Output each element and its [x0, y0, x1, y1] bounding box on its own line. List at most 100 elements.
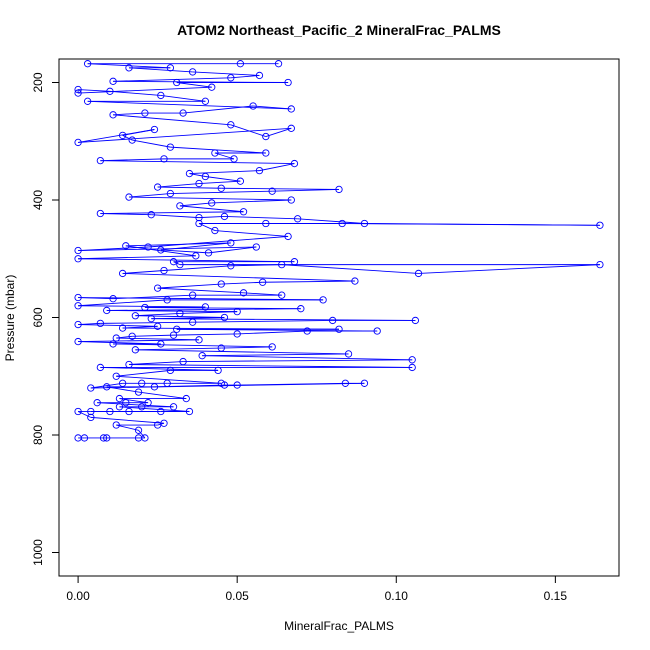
data-point	[141, 303, 149, 312]
series-segment	[262, 280, 355, 283]
series-segment	[90, 382, 123, 389]
data-point	[109, 111, 117, 119]
series-segment	[259, 163, 295, 172]
data-point	[160, 266, 168, 275]
data-point	[122, 399, 130, 407]
data-point	[112, 421, 120, 429]
series-segment	[211, 199, 292, 204]
series-segment	[78, 246, 257, 251]
data-point	[150, 125, 159, 134]
y-axis-label: Pressure (mbar)	[3, 275, 17, 362]
y-axis: 200 400 600 800 1000	[31, 72, 59, 566]
data-point	[173, 325, 181, 333]
series-segment	[90, 416, 165, 424]
data-point	[144, 399, 152, 407]
series-segment	[100, 211, 244, 214]
series-segment	[265, 127, 292, 137]
data-point	[115, 403, 124, 411]
data-point	[131, 312, 140, 320]
data-point	[125, 360, 133, 369]
data-point	[74, 337, 82, 346]
series-segment	[208, 246, 257, 254]
series-segment	[151, 214, 200, 219]
data-point	[195, 336, 203, 344]
data-point	[284, 232, 292, 241]
series-segment	[109, 90, 161, 96]
series-segment	[198, 223, 216, 231]
series-segment	[418, 264, 600, 274]
data-point	[185, 169, 194, 178]
y-tick-label: 200	[31, 72, 45, 92]
series-segment	[119, 398, 149, 404]
data-point	[192, 252, 200, 260]
data-point	[74, 293, 82, 302]
series-points	[74, 60, 604, 442]
series-segment	[78, 339, 200, 343]
series-segment	[170, 146, 266, 154]
data-point	[258, 278, 267, 286]
data-point	[141, 109, 149, 117]
data-point	[408, 363, 416, 372]
data-point	[74, 85, 82, 94]
series-segment	[78, 324, 158, 327]
data-point	[157, 246, 165, 254]
data-point	[252, 243, 260, 251]
series-segment	[157, 283, 222, 289]
data-point	[287, 124, 295, 132]
data-point	[166, 189, 175, 198]
data-point	[160, 419, 168, 427]
series-segment	[135, 347, 222, 351]
data-point	[118, 131, 127, 140]
series-segment	[128, 193, 171, 198]
data-point	[195, 179, 203, 188]
data-point	[328, 316, 337, 325]
data-point	[93, 399, 101, 407]
data-point	[204, 249, 213, 257]
data-point	[87, 407, 95, 416]
data-point	[293, 215, 302, 223]
data-point	[290, 258, 299, 266]
data-point	[103, 434, 111, 442]
data-point	[169, 403, 178, 411]
data-point	[125, 407, 133, 416]
data-point	[153, 284, 162, 292]
data-point	[74, 320, 82, 329]
data-point	[176, 309, 184, 318]
data-point	[182, 394, 190, 403]
series-segment	[230, 124, 266, 137]
data-point	[96, 156, 105, 165]
data-point	[96, 319, 105, 328]
series-segment	[97, 402, 174, 408]
data-point	[262, 132, 270, 141]
series-segment	[77, 411, 92, 418]
plot-area	[74, 60, 604, 442]
x-tick-label: 0.00	[66, 589, 90, 603]
data-point	[115, 394, 124, 403]
data-point	[153, 322, 162, 330]
data-point	[230, 155, 238, 163]
series-segment	[122, 270, 165, 274]
x-axis-label: MineralFrac_PALMS	[284, 619, 394, 633]
series-segment	[364, 223, 600, 226]
data-point	[360, 379, 369, 387]
data-point	[144, 243, 152, 251]
data-point	[157, 407, 165, 416]
data-point	[227, 121, 235, 129]
series-segment	[128, 364, 413, 368]
data-point	[179, 357, 187, 366]
data-point	[278, 291, 286, 299]
data-point	[173, 78, 181, 87]
data-point	[106, 407, 114, 416]
data-point	[239, 289, 248, 297]
data-point	[96, 209, 105, 218]
series-segment	[198, 216, 225, 219]
series-segment	[78, 246, 149, 251]
series-segment	[230, 75, 260, 79]
data-point	[169, 258, 178, 266]
data-point	[319, 296, 327, 304]
data-point	[195, 219, 203, 228]
series-segment	[148, 235, 289, 248]
data-point	[74, 255, 82, 263]
data-point	[335, 185, 343, 194]
series-segment	[157, 287, 244, 294]
